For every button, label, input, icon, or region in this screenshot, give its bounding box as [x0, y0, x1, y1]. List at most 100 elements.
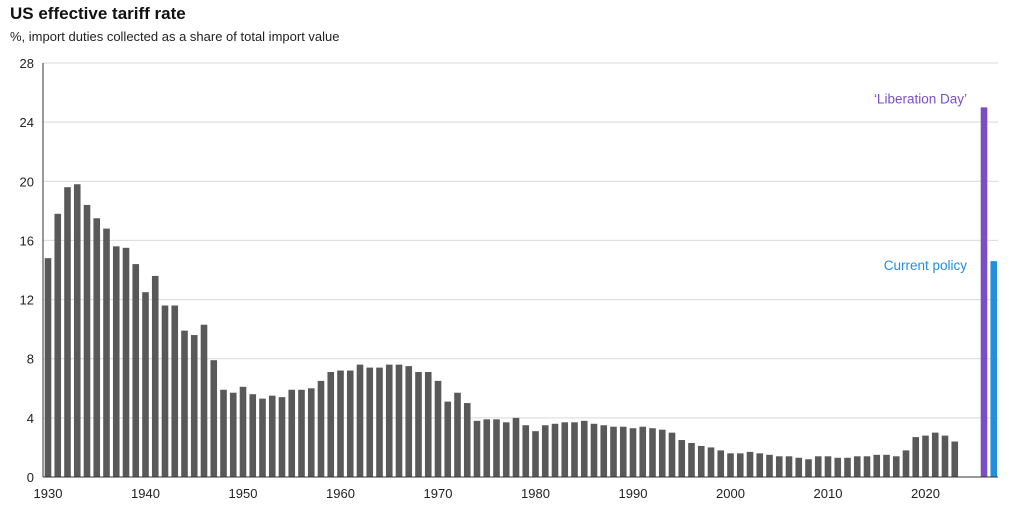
y-axis-ticks: 0 4 8 12 16 20 24 28	[20, 56, 34, 485]
bar	[834, 457, 842, 477]
bar	[171, 305, 179, 477]
bar	[814, 456, 822, 477]
bar	[717, 450, 725, 477]
bar	[473, 420, 481, 477]
bar	[132, 264, 140, 477]
bar	[931, 432, 939, 477]
bar	[434, 380, 442, 477]
bar	[795, 457, 803, 477]
bars	[44, 107, 998, 478]
bar	[785, 456, 793, 477]
bar	[561, 422, 569, 477]
annotation-label: Current policy	[884, 258, 968, 273]
chart-title: US effective tariff rate	[10, 4, 186, 23]
bar	[93, 218, 101, 477]
annotations: ‘Liberation Day’ Current policy	[874, 91, 967, 273]
bar	[571, 422, 578, 477]
bar	[688, 442, 695, 477]
y-tick-label: 0	[27, 470, 34, 485]
bar	[707, 447, 715, 477]
bar	[629, 428, 637, 477]
bar	[610, 426, 617, 477]
bar	[990, 261, 998, 477]
chart-subtitle: %, import duties collected as a share of…	[10, 29, 340, 44]
bar	[980, 107, 988, 477]
bar	[229, 392, 237, 477]
x-tick-label: 1960	[326, 486, 355, 501]
bar	[210, 360, 218, 477]
bar	[541, 425, 549, 477]
bar	[249, 394, 257, 477]
x-tick-label: 1940	[131, 486, 160, 501]
x-axis-ticks: 1930 1940 1950 1960 1970 1980 1990 2000 2010 2020	[34, 486, 940, 501]
bar	[366, 367, 374, 477]
bar	[727, 453, 734, 477]
bar	[220, 389, 227, 477]
bar	[551, 423, 559, 477]
bar	[190, 335, 198, 477]
y-tick-label: 12	[20, 293, 34, 308]
bar	[853, 456, 861, 477]
bar	[892, 456, 900, 477]
bar	[502, 422, 510, 477]
bar	[922, 435, 929, 477]
bar	[307, 388, 315, 477]
bar	[346, 370, 354, 477]
x-tick-label: 2000	[716, 486, 745, 501]
bar	[649, 428, 656, 477]
bar	[512, 417, 520, 477]
x-tick-label: 1930	[34, 486, 63, 501]
y-tick-label: 16	[20, 233, 34, 248]
bar	[239, 386, 247, 477]
bar	[337, 370, 344, 477]
bar	[883, 454, 890, 477]
bar	[941, 435, 949, 477]
bar	[805, 459, 812, 477]
bar	[746, 451, 754, 477]
bar	[44, 258, 52, 477]
bar	[951, 441, 959, 477]
bar	[668, 432, 676, 477]
bar	[912, 437, 920, 477]
bar	[278, 397, 286, 477]
x-tick-label: 1980	[521, 486, 550, 501]
bar	[73, 184, 81, 477]
bar	[444, 401, 452, 477]
y-tick-label: 20	[20, 174, 34, 189]
bar	[54, 213, 62, 478]
bar	[83, 204, 91, 477]
bar	[493, 419, 500, 477]
bar	[288, 389, 296, 477]
x-tick-label: 1950	[229, 486, 258, 501]
bar	[151, 275, 159, 477]
y-tick-label: 28	[20, 56, 34, 71]
bar	[658, 429, 666, 477]
bar	[112, 246, 120, 477]
bar	[619, 426, 627, 477]
bar	[873, 454, 881, 477]
bar	[863, 456, 871, 477]
bar	[678, 440, 686, 477]
y-tick-label: 4	[27, 411, 34, 426]
x-tick-label: 2020	[911, 486, 940, 501]
x-tick-label: 1970	[424, 486, 453, 501]
bar	[483, 419, 491, 477]
bar	[161, 305, 169, 477]
bar	[200, 324, 208, 477]
bar	[181, 330, 188, 477]
x-tick-label: 1990	[619, 486, 648, 501]
bar	[142, 292, 149, 477]
bar	[463, 403, 471, 477]
bar	[639, 426, 647, 477]
bar	[775, 456, 783, 477]
bar	[376, 367, 383, 477]
bar	[405, 366, 413, 477]
bar	[902, 450, 910, 477]
bar	[522, 425, 530, 477]
bar	[756, 453, 764, 477]
y-tick-label: 24	[20, 115, 34, 130]
bar	[454, 392, 461, 477]
bar	[317, 380, 325, 477]
bar	[298, 389, 305, 477]
